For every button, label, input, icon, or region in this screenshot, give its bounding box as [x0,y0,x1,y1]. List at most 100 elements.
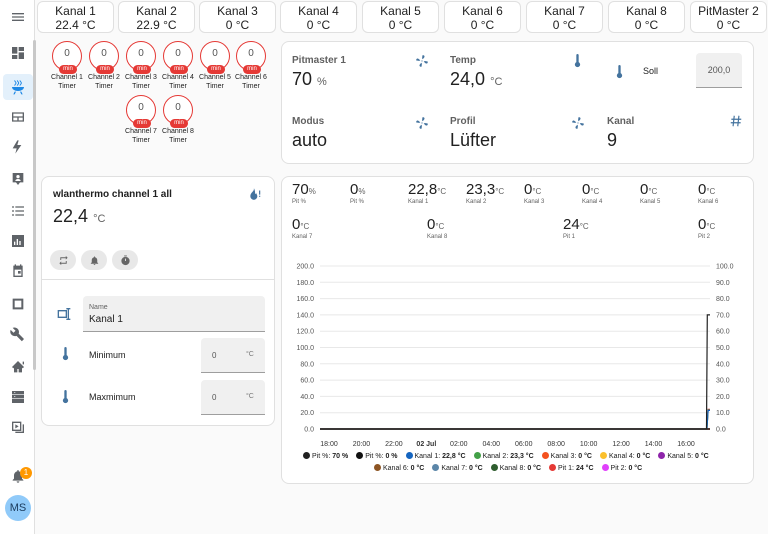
avatar[interactable]: MS [5,495,31,521]
stat-name: Kanal 7 [292,234,313,240]
legend-label: Kanal 2: [482,453,511,460]
stat-pit-1[interactable]: 24°C Pit 1 [563,216,589,240]
lightning-icon[interactable] [9,138,27,156]
top-card-name: Kanal 6 [462,4,503,18]
play-icon[interactable] [9,418,27,436]
calendar-icon[interactable] [9,262,27,280]
stat-value: 0 [698,181,707,198]
hacs-icon[interactable] [9,358,27,376]
stat-kanal-4[interactable]: 0°C Kanal 4 [582,181,602,205]
map-icon[interactable] [9,170,27,188]
stat-value: 23,3 [466,181,496,198]
stat-kanal-6[interactable]: 0°C Kanal 6 [698,181,718,205]
legend-item[interactable]: Kanal 3: 0 °C [541,452,592,460]
stat-unit: °C [435,222,445,231]
timer-gauge: 0 min [163,41,193,74]
stat-unit: °C [579,222,589,231]
thermometer-icon [61,390,70,409]
media-icon[interactable] [9,295,27,313]
mode-chip-cycle[interactable] [50,250,76,270]
overview-icon[interactable] [9,44,27,62]
timer-label-sub: Timer [132,137,150,144]
timer-channel-6[interactable]: 0 min Channel 6 Timer [235,41,267,91]
stat-kanal-7[interactable]: 0°C Kanal 7 [292,216,312,240]
stat-kanal-2[interactable]: 23,3°C Kanal 2 [466,181,504,205]
stat-pit-percent-2[interactable]: 0% Pit % [350,181,365,205]
mode-chip-timer[interactable] [112,250,138,270]
stat-kanal-1[interactable]: 22,8°C Kanal 1 [408,181,446,205]
stat-kanal-5[interactable]: 0°C Kanal 5 [640,181,660,205]
legend-item[interactable]: Pit 2: 0 °C [601,464,642,472]
pitmaster-entity[interactable]: Pitmaster 1 70 % [292,55,346,90]
x-tick-label: 08:00 [547,441,565,448]
server-icon[interactable] [9,388,27,406]
top-card-kanal-2[interactable]: Kanal 2 22.9 °C [118,1,195,33]
timer-channel-5[interactable]: 0 min Channel 5 Timer [199,41,231,91]
top-card-kanal-1[interactable]: Kanal 1 22.4 °C [37,1,114,33]
stat-unit: °C [590,187,600,196]
notifications-badge: 1 [20,467,32,479]
legend-item[interactable]: Kanal 6: 0 °C [374,464,425,472]
legend-item[interactable]: Pit %: 70 % [303,452,348,460]
legend-label: Kanal 5: [667,453,695,460]
temp-entity[interactable]: Temp 24,0 °C [450,55,502,90]
y-left-tick-label: 140.0 [296,312,314,319]
timer-channel-7[interactable]: 0 min Channel 7 Timer [125,95,157,145]
soll-input[interactable]: 200,0 [696,53,742,88]
mode-chip-alarm[interactable] [81,250,107,270]
stat-pit-2[interactable]: 0°C Pit 2 [698,216,715,240]
history-chart[interactable]: 200.0 100.0 180.0 90.0 160.0 80.0 140.0 70.0 120… [281,256,754,452]
menu-icon[interactable] [9,8,27,26]
name-field[interactable]: Name Kanal 1 [83,296,265,332]
legend-item[interactable]: Kanal 2: 23,3 °C [473,452,534,460]
timer-gauge: 0 min [52,41,82,74]
legend-item[interactable]: Kanal 5: 0 °C [658,452,709,460]
modus-entity[interactable]: Modus auto [292,116,327,151]
legend-item[interactable]: Kanal 1: 22,8 °C [405,452,466,460]
timer-label: Channel 4 [162,74,194,81]
minimum-input[interactable]: 0 °C [201,338,265,373]
grill-icon[interactable] [9,78,27,96]
y-left-tick-label: 80.0 [300,361,314,368]
kanal-entity[interactable]: Kanal 9 [607,116,634,151]
timer-channel-1[interactable]: 0 min Channel 1 Timer [51,41,83,91]
timer-channel-3[interactable]: 0 min Channel 3 Timer [125,41,157,91]
stat-kanal-8[interactable]: 0°C Kanal 8 [427,216,447,240]
legend-item[interactable]: Pit 1: 24 °C [549,464,594,472]
legend-label: Kanal 4: [609,453,637,460]
temp-value: 24,0 [450,69,486,89]
legend-value: 22,8 °C [442,453,466,460]
list-icon[interactable] [9,202,27,220]
timer-label: Channel 7 [125,128,157,135]
timer-channel-2[interactable]: 0 min Channel 2 Timer [88,41,120,91]
legend-label: Pit 2: [610,465,629,472]
maximum-unit: °C [246,393,254,400]
legend-value: 0 °C [410,465,425,472]
legend-item[interactable]: Kanal 7: 0 °C [432,464,483,472]
stat-kanal-3[interactable]: 0°C Kanal 3 [524,181,544,205]
timer-channel-8[interactable]: 0 min Channel 8 Timer [162,95,194,145]
timer-label-sub: Timer [169,83,187,90]
legend-item[interactable]: Kanal 4: 0 °C [600,452,650,460]
stat-unit: °C [437,187,447,196]
timer-label: Channel 8 [162,128,194,135]
maximum-input[interactable]: 0 °C [201,380,265,415]
legend-item[interactable]: Pit %: 0 % [356,452,398,460]
stat-pit-percent-1[interactable]: 70% Pit % [292,181,316,205]
legend-item[interactable]: Kanal 8: 0 °C [490,464,541,472]
sidebar-scrollbar[interactable] [33,40,36,370]
energy-icon[interactable] [9,108,27,126]
developer-tools-icon[interactable] [9,326,27,344]
profil-entity[interactable]: Profil Lüfter [450,116,496,151]
soll-label: Soll [643,66,659,76]
timer-channel-4[interactable]: 0 min Channel 4 Timer [162,41,194,91]
stat-name: Pit % [292,199,307,205]
history-icon[interactable] [9,232,27,250]
